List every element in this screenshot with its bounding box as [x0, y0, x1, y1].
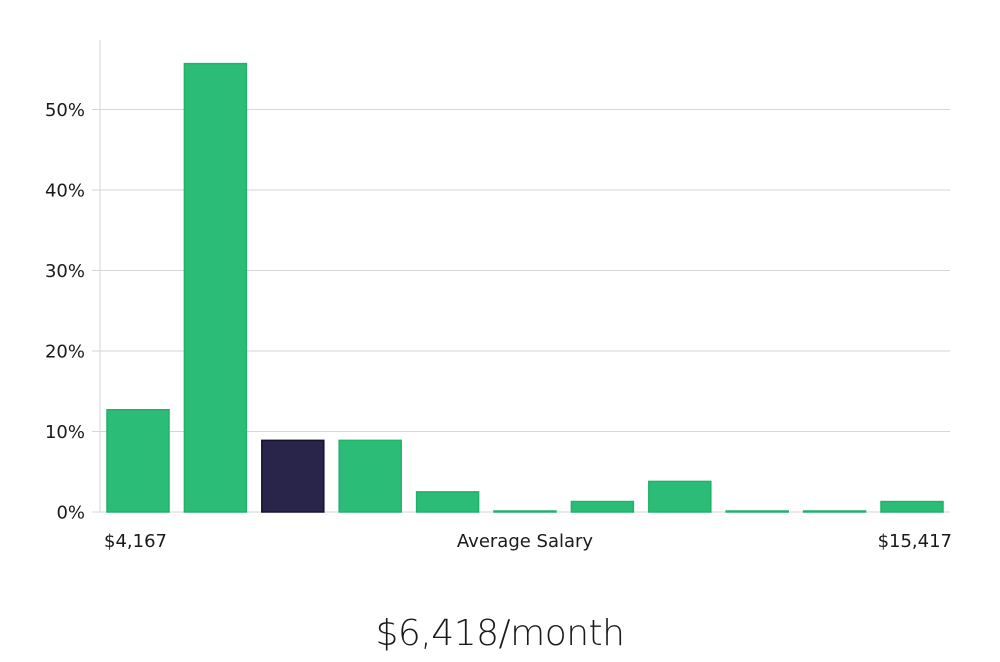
bar — [725, 510, 789, 513]
y-axis-ticks: 0% 10% 20% 30% 40% 50% — [45, 100, 85, 524]
bar — [106, 409, 170, 513]
x-min-label: $4,167 — [104, 531, 167, 552]
bar — [183, 62, 248, 513]
bars — [106, 62, 944, 513]
bar — [648, 480, 712, 513]
salary-histogram: 0%10%20%30%40%50% $4,167 Average Salary … — [45, 40, 952, 552]
bar — [880, 500, 944, 513]
x-axis-title: Average Salary — [457, 531, 594, 552]
y-tick-label: 50% — [45, 100, 85, 121]
bar — [570, 500, 635, 513]
bar — [415, 491, 480, 513]
bar-highlighted — [261, 439, 325, 513]
x-max-label: $15,417 — [878, 531, 952, 552]
average-salary-headline: $6,418/month — [375, 613, 625, 654]
y-tick-label: 40% — [45, 181, 85, 202]
bar — [802, 510, 867, 513]
y-tick-label: 30% — [45, 261, 85, 282]
bar — [493, 510, 557, 513]
bar — [338, 439, 402, 513]
y-tick-label: 0% — [56, 503, 85, 524]
y-tick-label: 20% — [45, 342, 85, 363]
y-tick-label: 10% — [45, 422, 85, 443]
